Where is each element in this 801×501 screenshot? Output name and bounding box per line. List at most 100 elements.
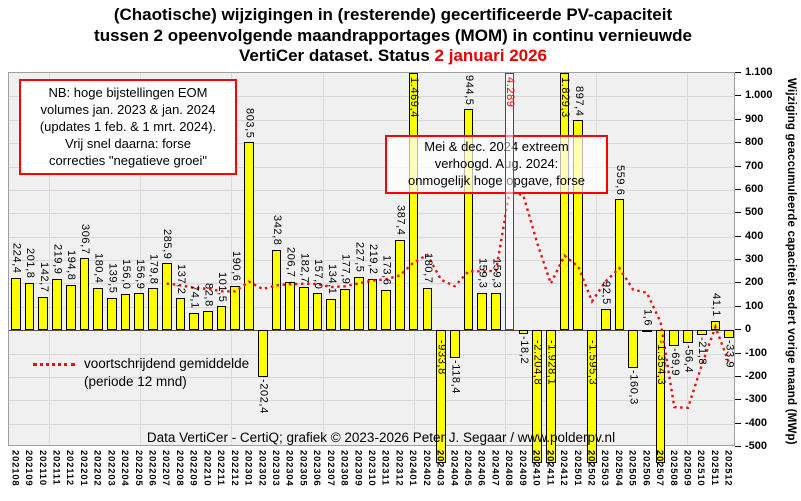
y-axis-tick — [735, 282, 741, 284]
bar-value-label-202302: -202,4 — [257, 379, 270, 415]
v-gridline — [49, 73, 50, 445]
highlight-bar-202408 — [504, 73, 515, 331]
bar-value-label-202204: 156,0 — [120, 259, 133, 290]
y-axis-tick-label: -300 — [745, 393, 768, 406]
x-axis-label-202506: 202506 — [640, 450, 652, 487]
h-gridline — [9, 376, 734, 378]
chart-title: (Chaotische) wijzigingen in (resterende)… — [0, 5, 786, 67]
bar-202311 — [381, 289, 392, 331]
legend: voortschrijdend gemiddelde (periode 12 m… — [33, 356, 249, 389]
bar-value-label-202410: -2.204,8 — [531, 340, 544, 386]
bar-value-label-202402: 180,7 — [421, 253, 434, 284]
bar-202203 — [107, 297, 117, 331]
x-axis-label-202304: 202304 — [283, 450, 295, 487]
bar-value-label-202308: 177,9 — [339, 254, 352, 285]
moving-average-line-sample — [33, 363, 75, 366]
bar-202310 — [367, 278, 378, 331]
h-gridline — [9, 189, 734, 191]
bar-202109 — [24, 282, 35, 331]
bar-value-label-202212: 190,6 — [229, 251, 242, 282]
x-axis-label-202302: 202302 — [256, 450, 268, 487]
bar-202201 — [79, 258, 90, 331]
x-axis-label-202211: 202211 — [215, 450, 227, 486]
y-axis-tick — [735, 142, 741, 144]
bar-202509 — [683, 330, 693, 344]
legend-label-line1: voortschrijdend gemiddelde — [84, 356, 250, 371]
h-gridline — [9, 96, 734, 98]
bar-value-label-202210: 82,8 — [202, 282, 215, 307]
bar-202207 — [161, 263, 172, 331]
y-axis-tick — [735, 235, 741, 237]
bar-202301 — [244, 142, 254, 331]
x-axis-label-202108: 202108 — [9, 450, 21, 487]
bar-value-label-202509: -56,4 — [682, 345, 695, 374]
h-gridline — [9, 213, 734, 215]
bar-value-label-202206: 179,8 — [147, 253, 160, 285]
x-axis-label-202410: 202410 — [530, 450, 542, 487]
x-axis-label-202312: 202312 — [393, 450, 405, 487]
bar-value-label-202202: 180,4 — [92, 253, 105, 284]
x-axis-label-202305: 202305 — [297, 450, 309, 487]
y-axis-tick — [735, 352, 741, 354]
bar-value-label-202304: 206,7 — [284, 247, 297, 278]
bar-value-label-202312: 387,4 — [394, 205, 407, 236]
bar-202503 — [600, 308, 611, 331]
x-axis-label-202402: 202402 — [420, 450, 432, 487]
y-axis-tick — [735, 305, 741, 307]
bar-202208 — [175, 298, 186, 331]
y-axis-tick — [735, 165, 741, 167]
y-axis-tick-label: 400 — [745, 229, 764, 242]
x-axis-label-202112: 202112 — [64, 450, 76, 486]
x-axis-label-202206: 202206 — [146, 450, 158, 487]
bar-202202 — [93, 287, 103, 331]
bar-202307 — [326, 298, 337, 331]
bar-202305 — [299, 287, 309, 331]
y-axis-tick-label: 200 — [745, 276, 764, 289]
bar-value-label-202510: -21,8 — [696, 337, 709, 366]
y-axis-tick-label: 800 — [745, 136, 764, 149]
bar-202306 — [312, 293, 323, 331]
h-gridline — [9, 423, 734, 425]
bar-value-label-202506: 1,6 — [641, 308, 654, 326]
h-gridline — [9, 353, 734, 355]
bar-value-label-202110: 142,7 — [37, 262, 50, 293]
bar-202210 — [203, 310, 213, 331]
bar-202402 — [422, 287, 433, 331]
x-axis-label-202208: 202208 — [173, 450, 185, 487]
x-axis-label-202111: 202111 — [50, 450, 62, 486]
v-gridline — [140, 73, 141, 445]
bar-value-label-202305: 182,7 — [298, 252, 311, 284]
bar-202512 — [724, 330, 734, 339]
bar-value-label-202409: -18,2 — [517, 336, 530, 365]
x-axis-label-202202: 202202 — [91, 450, 103, 487]
x-axis-label-202308: 202308 — [338, 450, 350, 487]
bar-202502 — [587, 330, 597, 463]
y-axis-title: Wijziging geaccumuleerde capaciteit sede… — [785, 77, 797, 445]
bar-value-label-202511: 41,1 — [709, 292, 722, 317]
bar-value-label-202201: 306,7 — [78, 223, 91, 255]
bar-value-label-202406: 159,3 — [476, 258, 489, 289]
x-axis-label-202110: 202110 — [36, 450, 48, 486]
h-gridline — [9, 400, 734, 402]
x-axis-label-202505: 202505 — [626, 450, 638, 487]
bar-202302 — [257, 330, 268, 378]
y-axis-tick — [735, 118, 741, 120]
bar-202410 — [532, 330, 542, 463]
bar-202312 — [395, 239, 405, 331]
bar-value-label-202401: 1.469,4 — [408, 77, 421, 118]
x-axis-label-202504: 202504 — [612, 450, 624, 487]
bar-value-label-202512: -33,9 — [723, 340, 736, 369]
x-axis-label-202503: 202503 — [599, 450, 611, 487]
y-axis-tick-label: -100 — [745, 346, 768, 359]
bar-value-label-202411: -1.928,1 — [545, 340, 558, 386]
h-gridline — [9, 143, 734, 145]
bar-value-label-202408: 4.289 — [504, 77, 517, 108]
chart-title-status-prefix: VertiCer dataset. Status — [238, 46, 435, 66]
bar-value-label-202503: 92,5 — [600, 280, 613, 305]
bar-202108 — [11, 277, 21, 331]
bar-value-label-202301: 803,5 — [243, 107, 256, 139]
bar-202404 — [449, 330, 460, 358]
x-axis-label-202311: 202311 — [379, 450, 391, 486]
bar-202206 — [148, 288, 158, 331]
bar-202506 — [641, 329, 652, 332]
